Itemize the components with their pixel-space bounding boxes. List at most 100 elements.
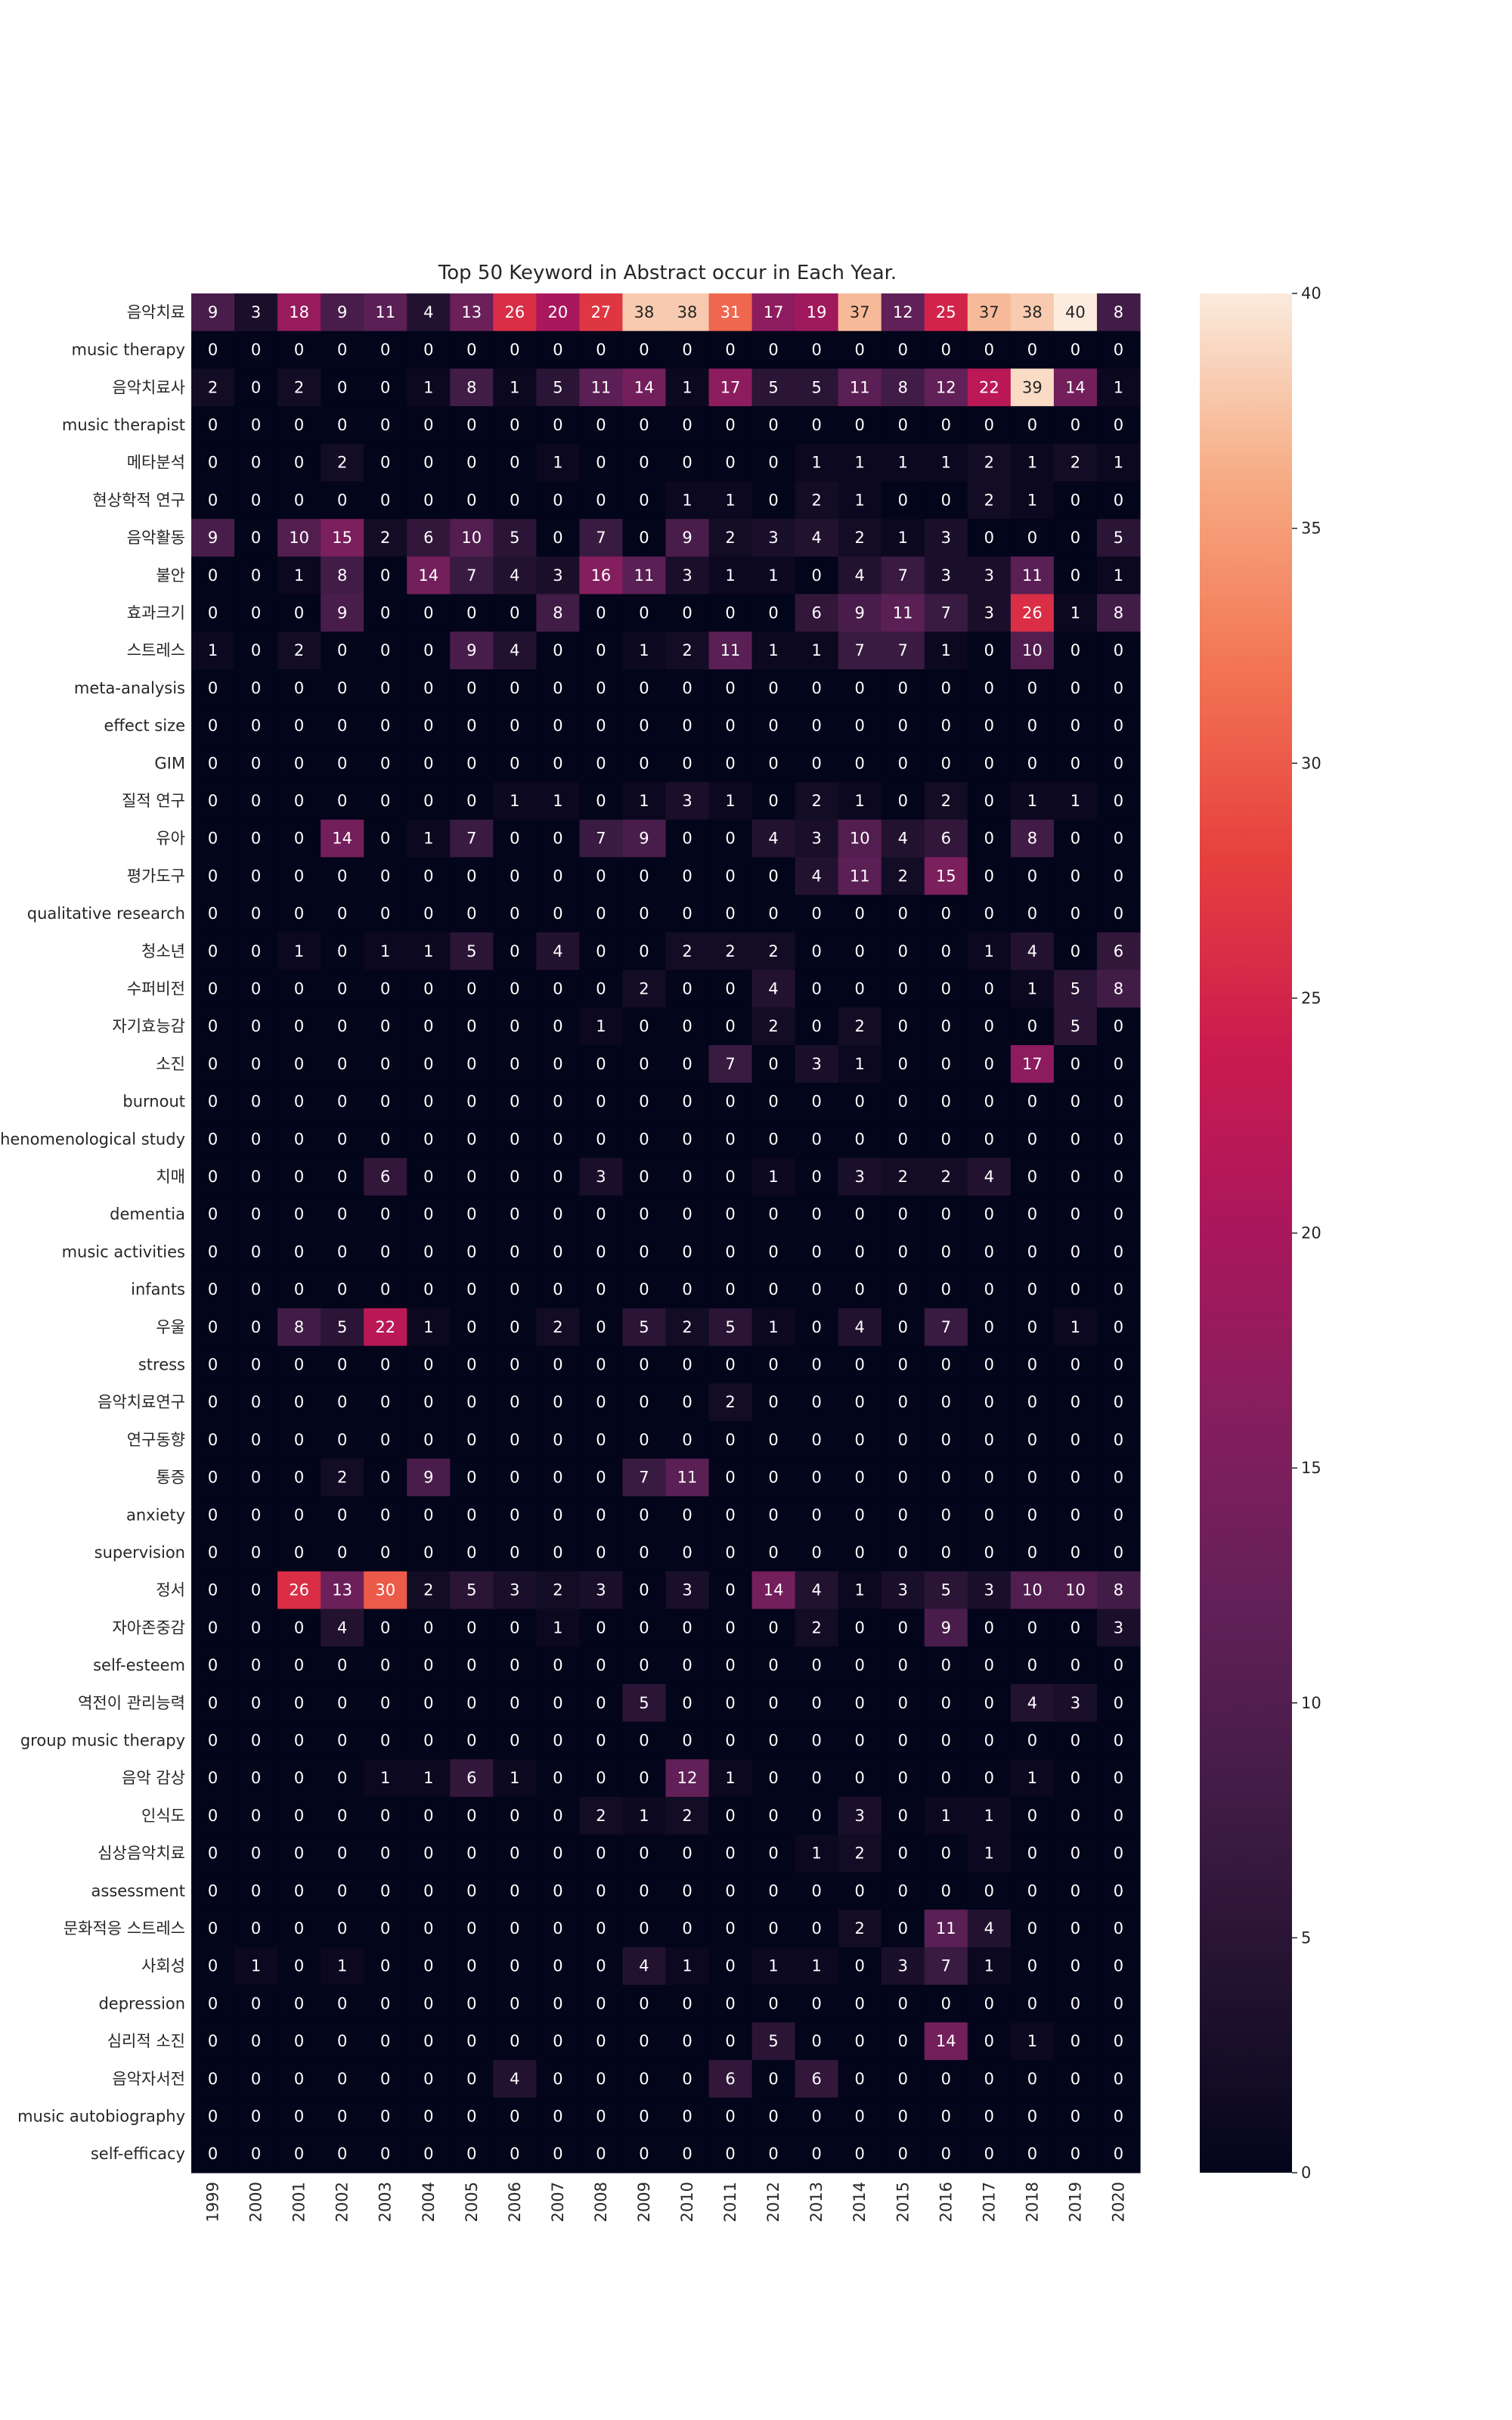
heatmap-cell [234,669,278,708]
cell-value-label: 0 [466,1618,476,1637]
heatmap-cell [536,1233,581,1271]
heatmap-cell [407,1797,451,1835]
heatmap-cell [881,1308,925,1347]
cell-value-label: 0 [251,1055,261,1073]
heatmap-cell [1096,594,1141,632]
heatmap-cell [536,1082,581,1121]
cell-value-label: 1 [768,566,778,585]
cell-value-label: 0 [941,1882,951,1900]
cell-value-label: 0 [596,2145,606,2163]
cell-value-label: 0 [1027,529,1037,547]
heatmap-cell [493,519,537,557]
heatmap-cell [493,293,537,332]
heatmap-cell [407,895,451,933]
heatmap-cell [579,1683,624,1723]
heatmap-cell [493,1082,537,1121]
heatmap-cell [579,1195,624,1234]
cell-value-label: 0 [768,1807,778,1825]
heatmap-cell [967,1683,1012,1723]
cell-value-label: 0 [423,2145,433,2163]
heatmap-cell [881,1759,925,1798]
cell-value-label: 11 [1022,566,1043,585]
cell-value-label: 3 [596,1168,606,1186]
heatmap-cell [838,1158,882,1196]
heatmap-cell [838,857,882,895]
cell-value-label: 1 [1027,792,1037,810]
heatmap-cell [234,1270,278,1309]
heatmap-cell [1053,368,1098,407]
heatmap-cell [924,481,968,520]
heatmap-cell [321,1195,364,1234]
cell-value-label: 1 [510,792,519,810]
heatmap-cell [277,1007,321,1046]
heatmap-cell [1010,782,1055,821]
cell-value-label: 0 [423,641,433,659]
heatmap-cell [838,1721,882,1760]
heatmap-cell [924,1534,968,1572]
cell-value-label: 0 [984,1544,994,1562]
column-labels: 1999 2000 2001 2002 2003 2004 2005 2006 2007 2008… [204,2182,1128,2222]
heatmap-cell [1010,1683,1055,1723]
cell-value-label: 12 [677,1769,698,1787]
heatmap-cell [1053,1683,1098,1723]
cell-value-label: 0 [251,2107,261,2125]
cell-value-label: 0 [811,1469,821,1487]
heatmap-cell [450,1496,494,1534]
cell-value-label: 0 [380,1469,390,1487]
heatmap-cell [881,895,925,933]
heatmap-cell [1053,481,1098,520]
heatmap-cell [924,706,968,745]
heatmap-cell [277,1496,321,1534]
heatmap-cell [1010,1421,1055,1460]
cell-value-label: 0 [337,979,347,997]
cell-value-label: 0 [208,979,218,997]
cell-value-label: 1 [855,792,865,810]
heatmap-cell [277,744,321,783]
cell-value-label: 4 [855,566,865,585]
cell-value-label: 0 [811,1017,821,1035]
cell-value-label: 0 [898,1355,908,1373]
cell-value-label: 0 [941,416,951,434]
cell-value-label: 0 [1027,1318,1037,1336]
heatmap-cell [277,1834,321,1872]
cell-value-label: 0 [380,1393,390,1411]
heatmap-cell [407,1534,451,1572]
cell-value-label: 7 [855,641,865,659]
cell-value-label: 1 [1070,792,1080,810]
cell-value-label: 0 [596,1844,606,1863]
cell-value-label: 0 [984,1694,994,1712]
cell-value-label: 0 [510,1882,519,1900]
cell-value-label: 0 [380,378,390,396]
cell-value-label: 0 [466,1469,476,1487]
cell-value-label: 0 [1027,416,1037,434]
heatmap-cell [407,669,451,708]
heatmap-cell [665,1797,710,1835]
cell-value-label: 0 [294,979,304,997]
heatmap-cell [579,857,624,895]
heatmap-cell [1096,631,1141,670]
heatmap-cell [493,1797,537,1835]
heatmap-cell [493,1045,537,1084]
y-tick-label: effect size [104,717,185,735]
heatmap-cell [838,594,882,632]
heatmap-cell [234,744,278,783]
cell-value-label: 0 [553,679,562,697]
cell-value-label: 3 [553,566,562,585]
cell-value-label: 0 [380,1844,390,1863]
cell-value-label: 0 [811,1168,821,1186]
cell-value-label: 0 [294,1618,304,1637]
cell-value-label: 5 [768,378,778,396]
heatmap-cell [622,669,667,708]
cell-value-label: 0 [898,679,908,697]
cell-value-label: 0 [510,1618,519,1637]
colorbar-tick-label: 40 [1301,284,1321,302]
heatmap-cell [493,443,537,482]
cell-value-label: 9 [941,1618,951,1637]
cell-value-label: 0 [510,942,519,960]
cell-value-label: 0 [984,754,994,772]
cell-value-label: 9 [208,303,218,321]
cell-value-label: 0 [208,416,218,434]
heatmap-cell [364,1759,407,1798]
heatmap-cell [407,1082,451,1121]
heatmap-cell [795,1308,839,1347]
